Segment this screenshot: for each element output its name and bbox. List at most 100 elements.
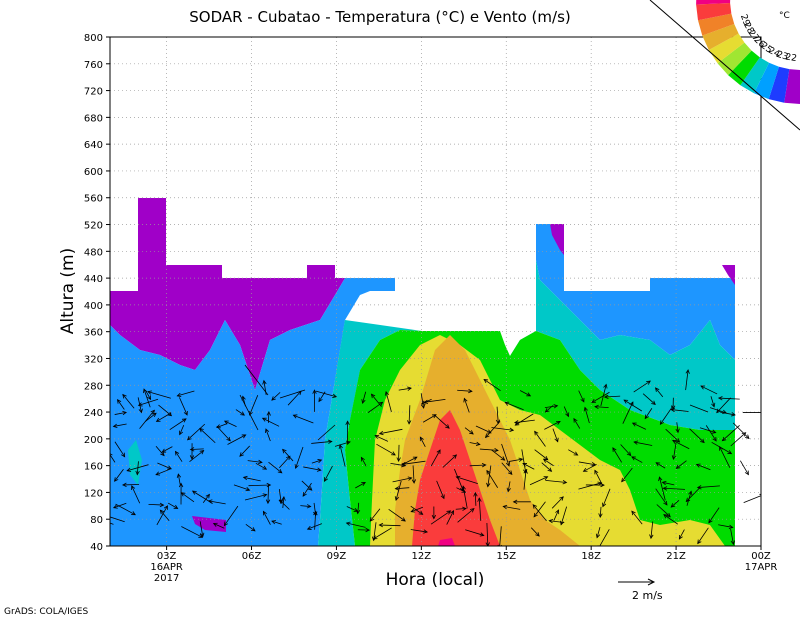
region-pink-spot <box>438 538 455 546</box>
wind-vector-head <box>670 503 676 508</box>
wind-vector <box>436 480 445 499</box>
legend-diagonal <box>649 0 800 131</box>
y-tick-label: 360 <box>84 328 103 339</box>
wind-vector <box>181 526 203 538</box>
wind-vector-head <box>716 408 721 414</box>
wind-vector-head <box>573 417 578 423</box>
wind-vector <box>544 421 561 430</box>
wind-vector <box>631 456 643 463</box>
wind-vector <box>553 509 559 521</box>
wind-vector-head <box>646 380 651 385</box>
wind-vector <box>532 504 547 522</box>
y-axis: 40 80 120 160 200 240 280 320 360 400 440 480 520 560… <box>84 33 110 553</box>
wind-vector-head <box>483 378 489 384</box>
wind-vector <box>110 454 116 463</box>
wind-vector-head <box>626 451 632 457</box>
wind-vector <box>672 440 690 450</box>
wind-vector <box>503 505 521 510</box>
wind-vector-head <box>199 427 204 433</box>
wind-vector-head <box>200 532 205 538</box>
wind-vector <box>697 527 709 544</box>
wind-vector-head <box>629 401 634 407</box>
wind-vector <box>534 431 546 447</box>
wind-vector-head <box>312 389 317 394</box>
wind-vector <box>464 427 474 435</box>
wind-vector <box>469 442 480 445</box>
wind-vector <box>496 406 499 424</box>
wind-vector-head <box>655 387 660 392</box>
wind-vector <box>360 457 367 467</box>
wind-vector <box>181 492 195 503</box>
wind-vector <box>722 425 740 442</box>
wind-vector-head <box>547 467 553 472</box>
wind-vector <box>663 487 686 490</box>
wind-vector-head <box>401 517 406 522</box>
wind-vector-head <box>685 497 691 503</box>
y-tick-label: 440 <box>84 274 103 285</box>
wind-vector-head <box>560 520 565 526</box>
wind-vector-head <box>365 527 371 533</box>
wind-vector-head <box>509 427 515 432</box>
wind-vector <box>385 391 392 413</box>
wind-vector-head <box>666 512 671 518</box>
wind-vector-head <box>631 422 637 427</box>
wind-vector-head <box>548 518 554 524</box>
wind-vector-head <box>199 450 205 455</box>
wind-vector <box>262 417 280 427</box>
wind-vector-head <box>262 493 268 498</box>
wind-vector-head <box>532 504 538 509</box>
wind-vector-head <box>332 393 338 398</box>
wind-vector <box>265 428 271 442</box>
wind-vector-head <box>731 412 736 417</box>
wind-vector <box>596 527 601 538</box>
wind-vector <box>315 390 337 398</box>
wind-vector <box>357 502 360 514</box>
wind-vector-head <box>697 539 702 545</box>
wind-vector <box>161 446 173 453</box>
wind-vector <box>179 424 185 435</box>
wind-vector <box>743 495 761 503</box>
wind-vector-head <box>685 369 690 374</box>
wind-vector <box>346 506 358 512</box>
wind-vector-head <box>631 510 636 516</box>
wind-vector <box>138 398 159 406</box>
wind-vector <box>362 391 367 404</box>
wind-vector <box>307 523 323 530</box>
wind-vector-head <box>526 392 532 397</box>
wind-vector-head <box>431 414 437 419</box>
wind-vector <box>216 423 228 428</box>
wind-vector-head <box>407 420 412 425</box>
wind-vector <box>419 436 426 447</box>
wind-vector-head <box>534 430 539 436</box>
wind-vector <box>279 455 291 469</box>
wind-vector-head <box>178 482 184 488</box>
wind-vector <box>718 524 733 528</box>
wind-vector <box>169 418 187 431</box>
wind-vector <box>545 479 567 483</box>
wind-vector-head <box>495 419 501 425</box>
wind-vector-head <box>431 514 437 520</box>
wind-vector <box>457 508 475 523</box>
wind-vector-head <box>612 447 617 452</box>
wind-vector-head <box>419 436 424 442</box>
y-tick-label: 80 <box>90 515 103 526</box>
wind-vector <box>632 422 647 430</box>
wind-vector <box>375 435 389 442</box>
wind-vector <box>612 447 623 463</box>
wind-vector-head <box>502 504 508 510</box>
wind-vector <box>279 389 306 399</box>
wind-vector <box>208 500 226 505</box>
wind-vector-head <box>533 512 538 518</box>
wind-vector-head <box>671 455 677 461</box>
chart-title: SODAR - Cubatao - Temperatura (°C) e Ven… <box>189 8 571 26</box>
wind-vector-head <box>292 414 298 419</box>
wind-vector-head <box>103 520 107 523</box>
region-purple <box>110 198 345 390</box>
wind-vector-head <box>138 408 143 414</box>
wind-vector <box>594 406 609 408</box>
wind-vector-head <box>479 532 485 537</box>
wind-vector-head <box>360 456 365 462</box>
wind-vector-head <box>114 477 119 482</box>
x-tick-label: 09Z <box>327 551 347 562</box>
wind-vector <box>235 409 245 416</box>
